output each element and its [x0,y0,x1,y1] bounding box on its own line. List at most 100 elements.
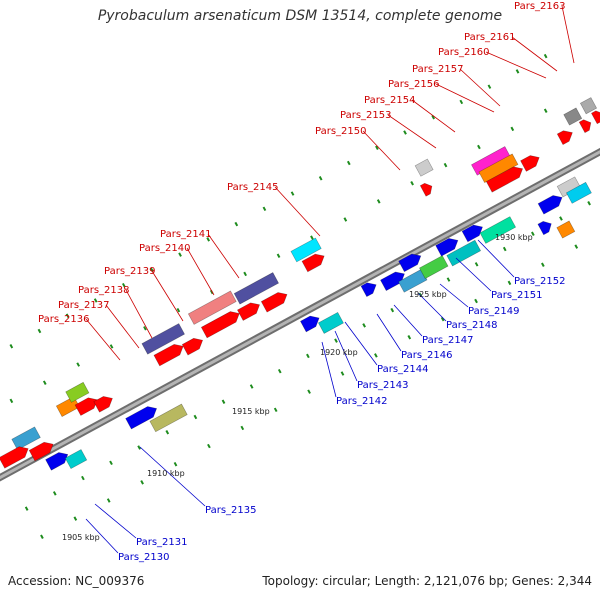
cog-tick [121,282,126,288]
cog-tick [474,262,479,267]
gene-arrow [419,182,433,197]
gene-arrow [301,253,325,273]
gene-box [317,311,344,334]
gene-arrow [520,155,540,172]
leader-line [439,283,469,308]
gene-box [65,381,90,403]
leader-line [321,341,337,398]
gene-label: Pars_2149 [468,306,519,317]
cog-tick [340,371,345,376]
leader-line [274,186,321,237]
gene-box [414,158,434,177]
gene-box [290,237,322,263]
leader-line [387,114,437,149]
leader-line [334,330,358,382]
gene-arrow [93,396,113,413]
cog-tick [221,399,226,404]
cog-tick [109,344,114,349]
cog-tick [9,398,14,404]
gene-label: Pars_2152 [514,276,565,287]
cog-tick [243,271,247,277]
gene-arrow [537,221,552,236]
cog-tick [443,162,448,168]
scale-label: 1910 kbp [147,469,185,478]
genome-summary-text: Topology: circular; Length: 2,121,076 bp… [262,574,592,588]
scale-label: 1925 kbp [409,290,447,299]
cog-tick [531,231,535,237]
leader-line [362,130,401,171]
cog-tick [477,144,481,150]
gene-box [419,255,449,279]
cog-tick [507,280,512,286]
gene-box [55,396,81,417]
cog-tick [487,84,492,89]
gene-box [64,449,88,470]
cog-tick [150,267,154,273]
cog-tick [459,99,464,105]
cog-tick [140,480,144,485]
leader-line [417,292,447,322]
gene-box [563,107,583,126]
gene-features [0,97,600,471]
gene-label: Pars_2154 [364,95,415,106]
gene-label: Pars_2142 [336,396,387,407]
gene-box [556,220,576,239]
gene-label: Pars_2151 [491,290,542,301]
gene-label: Pars_2136 [38,314,89,325]
map-title: Pyrobaculum arsenaticum DSM 13514, compl… [97,8,503,24]
cog-tick [543,108,548,113]
cog-tick [276,253,281,259]
scale-labels: 1905 kbp 1910 kbp 1915 kbp 1920 kbp 1925 kbp… [62,233,533,542]
gene-arrow [181,337,204,356]
cog-tick [52,491,57,496]
cog-tick [73,516,78,521]
gene-arrow [125,406,158,430]
gene-arrow [237,302,261,321]
cog-tick [81,475,85,481]
gene-arrow [578,119,592,134]
gene-label: Pars_2135 [205,505,256,516]
gene-label: Pars_2140 [139,243,190,254]
cog-tick [137,445,141,450]
gene-arrow [260,292,288,313]
gene-label: Pars_2163 [514,1,565,12]
leader-line [411,99,456,133]
cog-tick [109,460,113,466]
cog-tick [42,380,47,385]
cog-tick [376,199,381,204]
cog-tick [310,235,314,240]
cog-tick [9,344,14,349]
gene-arrow [591,110,600,125]
cog-tick [76,362,81,367]
cog-tick [318,176,323,181]
cog-tick [240,425,245,431]
leader-line [435,83,495,113]
gene-box [233,272,279,305]
gene-box [565,181,592,204]
leader-line [561,5,575,64]
gene-arrow [153,344,184,367]
leader-line [459,68,501,107]
leader-line [511,36,558,72]
leader-line [151,270,184,322]
cog-tick [362,323,366,328]
cog-tick [290,191,295,196]
cog-tick [193,414,198,420]
leader-line [85,518,119,554]
cog-tick [207,443,211,449]
cog-tick [502,246,507,252]
gene-box [141,323,185,355]
cog-tick [407,335,412,340]
gene-arrow [485,166,524,193]
gene-arrow [435,238,459,257]
cog-tick [334,338,338,343]
gene-arrow [28,441,54,462]
cog-tick [40,534,44,539]
cog-tick [410,181,414,186]
cog-tick [106,498,111,503]
gene-arrow [300,315,320,333]
cog-tick [375,145,379,150]
cog-tick [93,298,98,303]
scale-label: 1915 kbp [232,407,270,416]
